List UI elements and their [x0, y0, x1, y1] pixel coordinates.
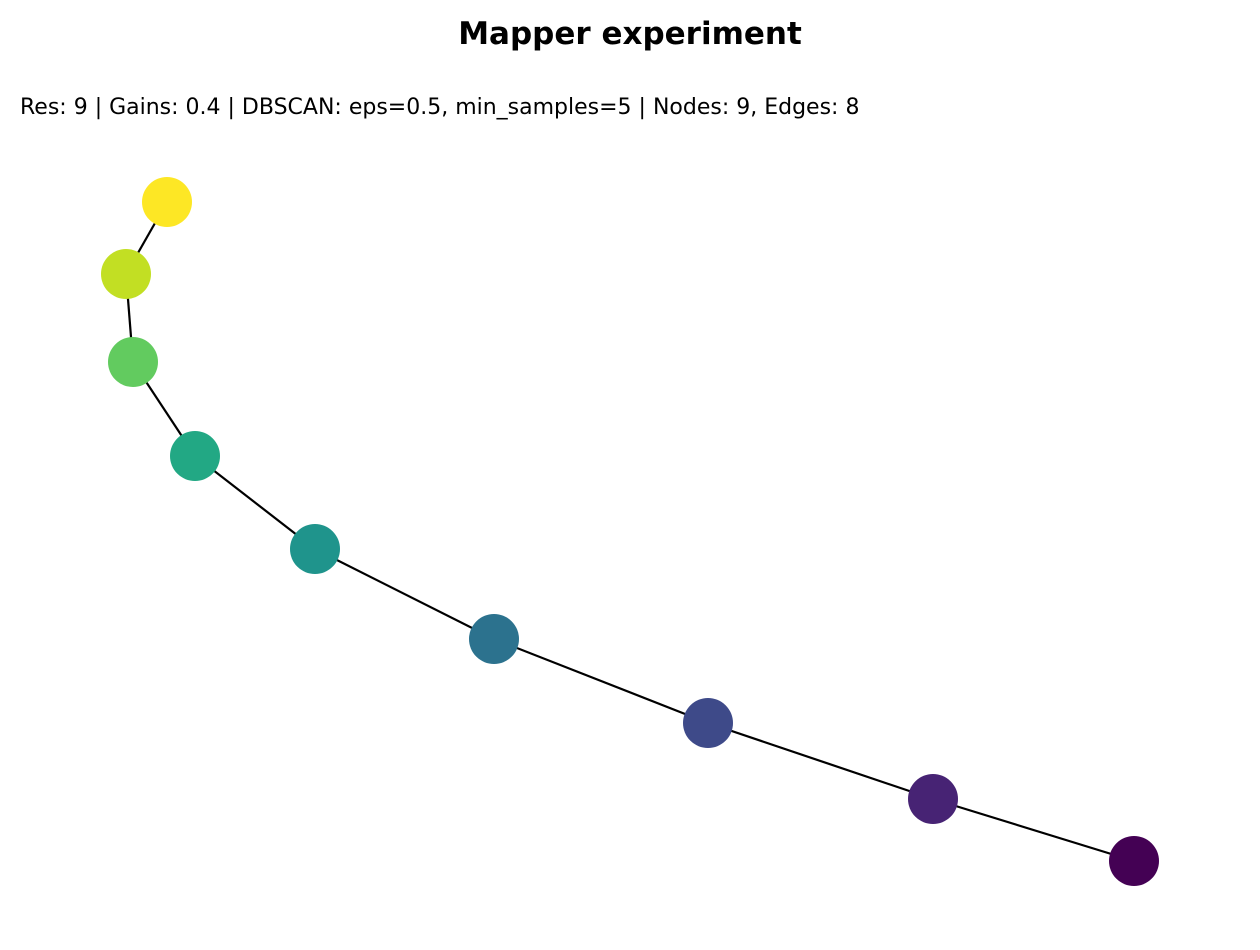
graph-node-n5 — [469, 614, 519, 664]
graph-edge-n6-n7 — [707, 721, 934, 801]
graph-edge-n4-n5 — [314, 548, 495, 640]
graph-edge-n3-n4 — [194, 455, 316, 550]
graph-node-n3 — [170, 431, 220, 481]
graph-node-n7 — [908, 774, 958, 824]
graph-edge-n5-n6 — [493, 637, 709, 725]
graph-node-n1 — [101, 249, 151, 299]
graph-node-n8 — [1109, 836, 1159, 886]
graph-node-n4 — [290, 524, 340, 574]
page-title: Mapper experiment — [458, 16, 802, 52]
graph-node-n0 — [142, 177, 192, 227]
graph-edges — [124, 201, 1135, 863]
graph-nodes — [101, 177, 1159, 886]
graph-node-n6 — [683, 698, 733, 748]
graph-edge-n7-n8 — [932, 797, 1135, 863]
graph-node-n2 — [108, 337, 158, 387]
parameters-subtitle: Res: 9 | Gains: 0.4 | DBSCAN: eps=0.5, m… — [20, 95, 860, 120]
